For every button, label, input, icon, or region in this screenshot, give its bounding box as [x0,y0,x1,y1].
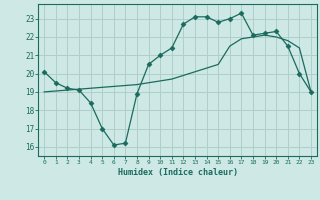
X-axis label: Humidex (Indice chaleur): Humidex (Indice chaleur) [118,168,238,177]
